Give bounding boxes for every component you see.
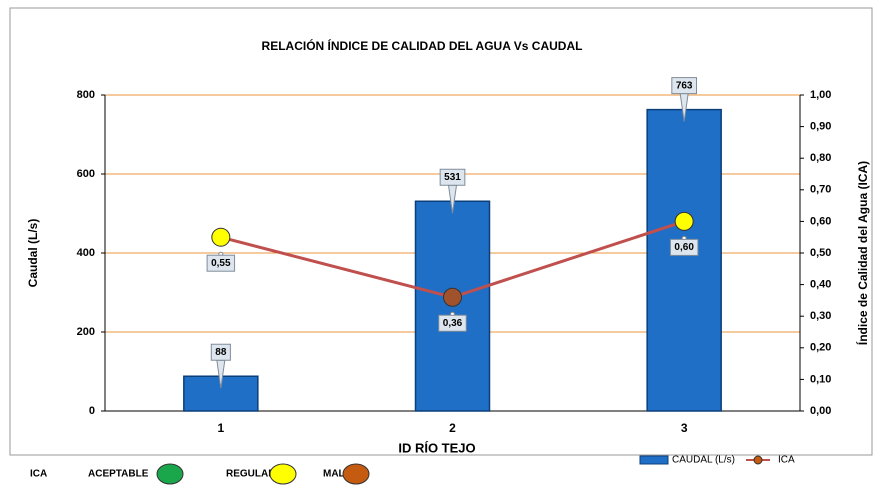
y2-tick-label: 0,60 <box>810 215 831 227</box>
chart-title: RELACIÓN ÍNDICE DE CALIDAD DEL AGUA Vs C… <box>262 38 583 53</box>
ica-legend-swatch <box>342 463 370 485</box>
bar-value-label-box <box>439 168 466 186</box>
ica-legend-label: ACEPTABLE <box>88 469 149 480</box>
legend-label: CAUDAL (L/s) <box>672 455 735 466</box>
line-value-label-box <box>669 238 699 256</box>
y2-tick-label: 0,20 <box>810 342 831 354</box>
y-tick-label: 800 <box>77 89 95 101</box>
chart-frame <box>9 7 873 456</box>
y2-tick-label: 0,90 <box>810 121 831 133</box>
ica-legend-swatch <box>269 463 297 485</box>
y2-tick-label: 0,30 <box>810 310 831 322</box>
y2-tick-label: 0,10 <box>810 373 831 385</box>
line-value-label-box <box>206 254 236 272</box>
y-tick-label: 600 <box>77 168 95 180</box>
legend-dot <box>753 455 763 465</box>
bar-value-label-box <box>210 343 231 361</box>
y2-axis-title: Índice de Calidad del Agua (ICA) <box>855 161 870 345</box>
legend-label: ICA <box>778 455 795 466</box>
y2-tick-label: 1,00 <box>810 89 831 101</box>
x-tick-label: 3 <box>681 421 688 435</box>
ica-legend-label: REGULAR <box>226 469 276 480</box>
bar <box>646 108 722 412</box>
bar-value-label: 531 <box>444 172 461 183</box>
line-value-label: 0,60 <box>674 242 694 253</box>
y2-tick-label: 0,70 <box>810 184 831 196</box>
y-tick-label: 0 <box>89 405 95 417</box>
x-tick-label: 2 <box>449 421 456 435</box>
y-axis-title: Caudal (L/s) <box>26 219 40 288</box>
legend-swatch <box>639 455 669 465</box>
line-point <box>443 287 462 307</box>
bar-value-label: 88 <box>215 347 227 358</box>
bar-value-label: 763 <box>676 80 693 91</box>
y-tick-label: 200 <box>77 326 95 338</box>
y-tick-label: 400 <box>77 247 95 259</box>
line-point <box>674 211 694 231</box>
y2-tick-label: 0,80 <box>810 152 831 164</box>
y2-tick-label: 0,50 <box>810 247 831 259</box>
line-value-label-box <box>438 314 467 332</box>
x-tick-label: 1 <box>217 421 224 435</box>
bar-value-label-box <box>671 77 698 95</box>
line-value-label: 0,36 <box>443 318 463 329</box>
y2-tick-label: 0,40 <box>810 279 831 291</box>
ica-legend-label: MALA <box>323 469 352 480</box>
y2-tick-label: 0,00 <box>810 405 831 417</box>
ica-legend-swatch <box>156 463 184 485</box>
line-value-label: 0,55 <box>211 258 231 269</box>
x-axis-title: ID RÍO TEJO <box>398 440 475 455</box>
line-point <box>211 227 231 247</box>
ica-legend-title: ICA <box>30 469 47 480</box>
